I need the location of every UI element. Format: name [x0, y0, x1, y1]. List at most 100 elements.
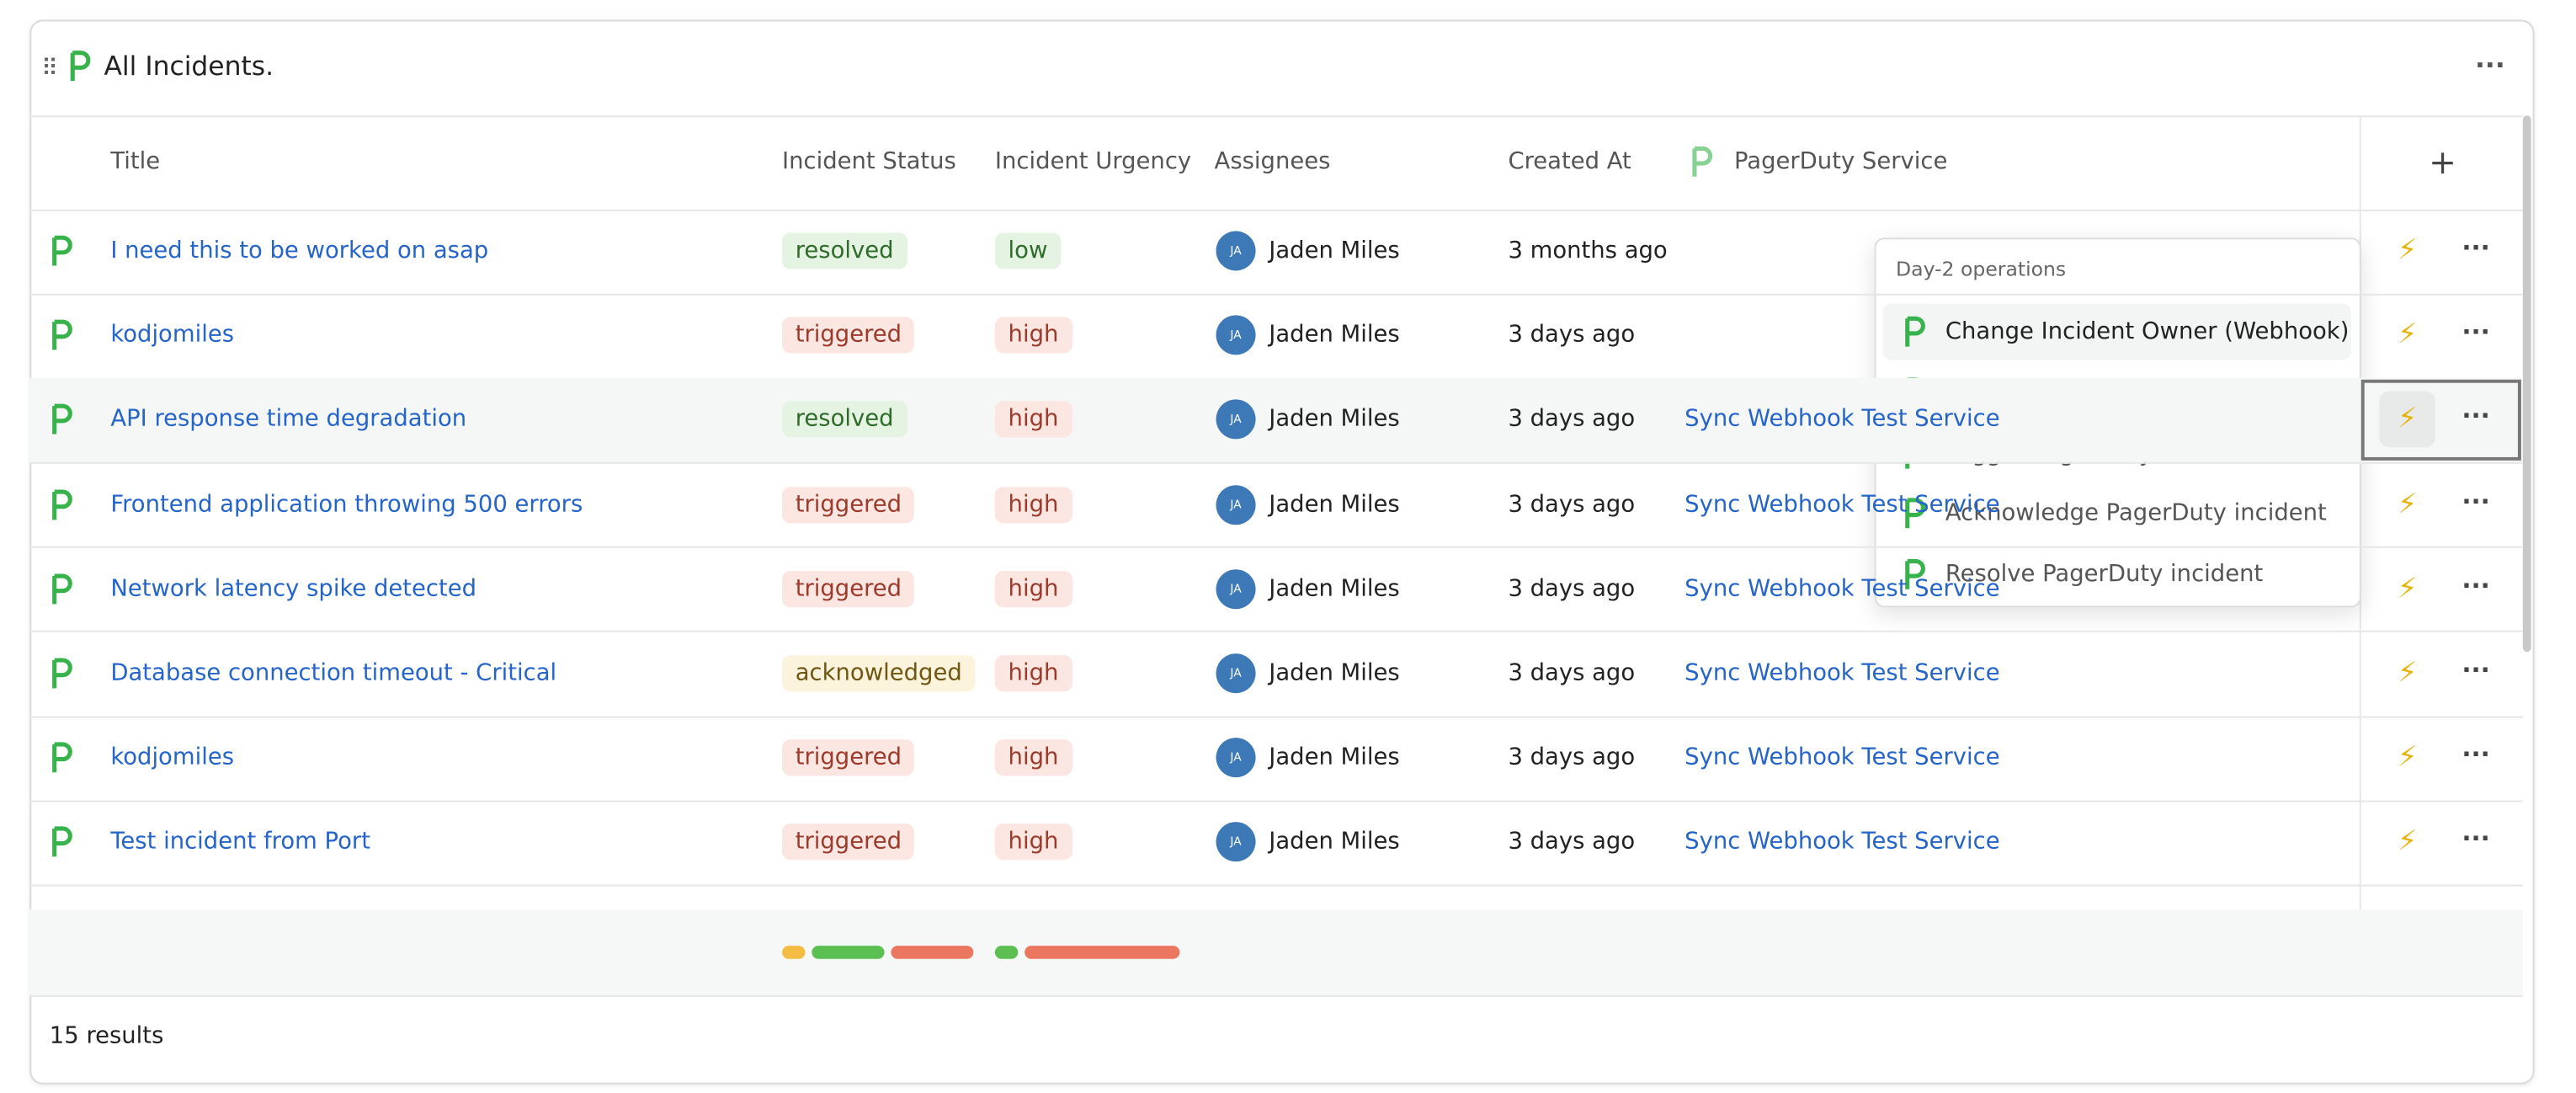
status-badge: resolved: [782, 232, 907, 269]
urgency-badge: high: [994, 402, 1072, 439]
row-menu[interactable]: ···: [2462, 570, 2490, 601]
incident-title[interactable]: Frontend application throwing 500 errors: [110, 491, 583, 518]
service-link[interactable]: Sync Webhook Test Service: [1685, 406, 2000, 434]
row-menu[interactable]: ···: [2462, 824, 2490, 855]
service-link[interactable]: Sync Webhook Test Service: [1685, 744, 2000, 771]
assignee: Jaden Miles: [1269, 491, 1400, 518]
scrollbar[interactable]: [2522, 115, 2531, 653]
column-header[interactable]: Incident Urgency: [994, 148, 1192, 175]
run-action[interactable]: ⚡: [2397, 318, 2418, 352]
assignee: Jaden Miles: [1269, 744, 1400, 771]
pagerduty-logo: [52, 573, 72, 604]
run-action[interactable]: ⚡: [2397, 657, 2418, 690]
status-badge: resolved: [782, 402, 907, 439]
widget-menu[interactable]: ···: [2475, 49, 2505, 82]
pagerduty-logo: [52, 488, 72, 520]
column-header[interactable]: Incident Status: [782, 148, 956, 175]
run-action[interactable]: ⚡: [2397, 572, 2418, 605]
pagerduty-logo: [1905, 316, 1925, 347]
incident-title[interactable]: kodjomiles: [110, 744, 235, 771]
service-link[interactable]: Sync Webhook Test Service: [1685, 829, 2000, 856]
divider: [29, 209, 2523, 211]
row-menu[interactable]: ···: [2462, 486, 2490, 516]
urgency-badge: high: [994, 486, 1072, 523]
pagerduty-logo: [1692, 146, 1713, 177]
status-badge: acknowledged: [782, 655, 976, 692]
row-menu[interactable]: ···: [2462, 402, 2490, 432]
summary-row: [29, 909, 2523, 995]
created-at: 3 days ago: [1508, 744, 1636, 771]
created-at: 3 days ago: [1508, 491, 1636, 518]
service-link[interactable]: Sync Webhook Test Service: [1685, 660, 2000, 687]
pagerduty-logo: [70, 51, 91, 82]
column-header[interactable]: Created At: [1508, 148, 1631, 175]
urgency-summary-bar: [1025, 946, 1180, 959]
row-menu[interactable]: ···: [2462, 655, 2490, 685]
menu-item[interactable]: Resolve PagerDuty incident: [1945, 561, 2264, 589]
urgency-badge: high: [994, 317, 1072, 354]
avatar: JA: [1216, 231, 1256, 271]
urgency-summary-bar: [994, 946, 1019, 959]
service-link[interactable]: Sync Webhook Test Service: [1685, 575, 2000, 603]
run-action[interactable]: ⚡: [2397, 825, 2418, 859]
status-summary-bar: [782, 946, 806, 959]
column-header[interactable]: PagerDuty Service: [1733, 148, 1948, 175]
divider: [29, 715, 2523, 717]
divider: [29, 800, 2523, 802]
avatar: JA: [1216, 738, 1256, 778]
pagerduty-logo: [52, 658, 72, 689]
widget-title: All Incidents.: [104, 50, 274, 83]
assignee: Jaden Miles: [1269, 406, 1400, 434]
divider: [29, 461, 2523, 464]
service-link[interactable]: Sync Webhook Test Service: [1685, 491, 2000, 518]
menu-item-hover: [1882, 303, 2351, 360]
run-action[interactable]: ⚡: [2397, 488, 2418, 521]
urgency-badge: high: [994, 739, 1072, 776]
status-badge: triggered: [782, 317, 915, 354]
row-highlight: [29, 377, 2523, 462]
status-badge: triggered: [782, 570, 915, 607]
action-cell-focus: [2360, 379, 2521, 461]
run-action[interactable]: ⚡: [2397, 741, 2418, 775]
run-action[interactable]: ⚡: [2379, 392, 2435, 448]
menu-heading: Day-2 operations: [1896, 257, 2067, 281]
pagerduty-logo: [1905, 499, 1925, 529]
assignee: Jaden Miles: [1269, 660, 1400, 687]
column-header[interactable]: Title: [110, 148, 161, 175]
created-at: 3 days ago: [1508, 660, 1636, 687]
pagerduty-logo: [52, 404, 72, 435]
avatar: JA: [1216, 400, 1256, 440]
pagerduty-logo: [52, 235, 72, 266]
divider: [29, 994, 2523, 997]
row-menu[interactable]: ···: [2462, 317, 2490, 347]
assignee: Jaden Miles: [1269, 829, 1400, 856]
assignee: Jaden Miles: [1269, 575, 1400, 603]
menu-item[interactable]: Acknowledge PagerDuty incident: [1945, 500, 2327, 528]
status-summary-bar: [890, 946, 974, 959]
widget-card: [29, 19, 2535, 1085]
avatar: JA: [1216, 822, 1256, 862]
incident-title[interactable]: I need this to be worked on asap: [110, 237, 489, 264]
run-action[interactable]: ⚡: [2397, 234, 2418, 268]
add-column[interactable]: +: [2429, 141, 2456, 182]
row-menu[interactable]: ···: [2462, 739, 2490, 770]
incident-title[interactable]: Test incident from Port: [110, 829, 370, 856]
incident-title[interactable]: Network latency spike detected: [110, 575, 477, 603]
assignee: Jaden Miles: [1269, 237, 1400, 264]
column-header[interactable]: Assignees: [1214, 148, 1331, 175]
urgency-badge: high: [994, 824, 1072, 861]
incident-title[interactable]: API response time degradation: [110, 406, 467, 434]
urgency-badge: low: [994, 232, 1062, 269]
created-at: 3 days ago: [1508, 406, 1636, 434]
menu-item[interactable]: Change Incident Owner (Webhook): [1945, 318, 2350, 345]
drag-handle[interactable]: ⠿: [41, 56, 58, 83]
avatar: JA: [1216, 653, 1256, 694]
avatar: JA: [1216, 568, 1256, 609]
row-menu[interactable]: ···: [2462, 232, 2490, 263]
pagerduty-logo: [1905, 559, 1925, 590]
avatar: JA: [1216, 315, 1256, 355]
incident-title[interactable]: kodjomiles: [110, 322, 235, 349]
incident-title[interactable]: Database connection timeout - Critical: [110, 660, 557, 687]
